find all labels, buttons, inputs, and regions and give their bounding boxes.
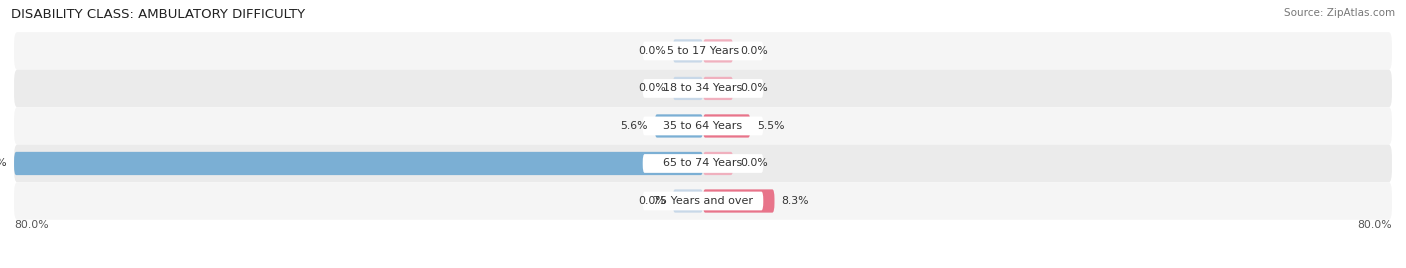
Text: 5.5%: 5.5% bbox=[758, 121, 785, 131]
Text: 0.0%: 0.0% bbox=[740, 158, 768, 169]
Text: 80.0%: 80.0% bbox=[1357, 220, 1392, 230]
FancyBboxPatch shape bbox=[703, 114, 751, 137]
FancyBboxPatch shape bbox=[703, 152, 733, 175]
FancyBboxPatch shape bbox=[673, 189, 703, 213]
Text: 0.0%: 0.0% bbox=[740, 46, 768, 56]
FancyBboxPatch shape bbox=[643, 42, 763, 60]
Text: 5.6%: 5.6% bbox=[620, 121, 648, 131]
Text: 18 to 34 Years: 18 to 34 Years bbox=[664, 83, 742, 94]
Text: 5 to 17 Years: 5 to 17 Years bbox=[666, 46, 740, 56]
FancyBboxPatch shape bbox=[14, 107, 1392, 145]
Text: 0.0%: 0.0% bbox=[638, 83, 666, 94]
Text: 35 to 64 Years: 35 to 64 Years bbox=[664, 121, 742, 131]
FancyBboxPatch shape bbox=[703, 39, 733, 62]
Text: Source: ZipAtlas.com: Source: ZipAtlas.com bbox=[1284, 8, 1395, 18]
Text: 80.0%: 80.0% bbox=[0, 158, 7, 169]
Text: 0.0%: 0.0% bbox=[638, 196, 666, 206]
Text: DISABILITY CLASS: AMBULATORY DIFFICULTY: DISABILITY CLASS: AMBULATORY DIFFICULTY bbox=[11, 8, 305, 21]
FancyBboxPatch shape bbox=[655, 114, 703, 137]
FancyBboxPatch shape bbox=[643, 117, 763, 135]
FancyBboxPatch shape bbox=[14, 70, 1392, 107]
FancyBboxPatch shape bbox=[643, 79, 763, 98]
FancyBboxPatch shape bbox=[673, 39, 703, 62]
Text: 0.0%: 0.0% bbox=[638, 46, 666, 56]
FancyBboxPatch shape bbox=[703, 189, 775, 213]
Text: 8.3%: 8.3% bbox=[782, 196, 808, 206]
FancyBboxPatch shape bbox=[643, 154, 763, 173]
FancyBboxPatch shape bbox=[703, 77, 733, 100]
Text: 80.0%: 80.0% bbox=[14, 220, 49, 230]
Text: 75 Years and over: 75 Years and over bbox=[652, 196, 754, 206]
FancyBboxPatch shape bbox=[14, 32, 1392, 70]
FancyBboxPatch shape bbox=[673, 77, 703, 100]
FancyBboxPatch shape bbox=[14, 152, 703, 175]
FancyBboxPatch shape bbox=[643, 192, 763, 210]
Text: 0.0%: 0.0% bbox=[740, 83, 768, 94]
FancyBboxPatch shape bbox=[14, 145, 1392, 182]
Text: 65 to 74 Years: 65 to 74 Years bbox=[664, 158, 742, 169]
FancyBboxPatch shape bbox=[14, 182, 1392, 220]
